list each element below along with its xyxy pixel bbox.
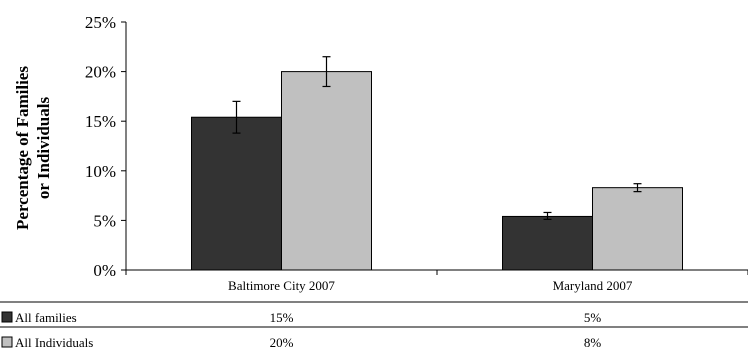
table-value: 20% <box>270 335 294 350</box>
y-tick-label: 20% <box>85 63 116 82</box>
y-tick-label: 10% <box>85 162 116 181</box>
table-value: 5% <box>584 310 602 325</box>
legend-label: All families <box>15 310 77 325</box>
category-label: Maryland 2007 <box>553 278 633 293</box>
y-tick-label: 5% <box>93 211 116 230</box>
table-value: 8% <box>584 335 602 350</box>
y-tick-label: 25% <box>85 13 116 32</box>
legend-label: All Individuals <box>15 335 93 350</box>
bar <box>502 215 593 271</box>
category-labels: Baltimore City 2007 Maryland 2007 <box>228 278 633 293</box>
y-axis-label: Percentage of Families or Individuals <box>13 66 53 230</box>
bar <box>191 116 282 271</box>
bar <box>592 187 683 271</box>
data-table: All families 15% 5% All Individuals 20% 8% <box>0 301 748 350</box>
axes <box>125 22 748 275</box>
y-axis-label-line: Percentage of Families <box>13 66 32 230</box>
y-axis-ticks: 0% 5% 10% 15% 20% 25% <box>85 13 126 280</box>
y-tick-label: 15% <box>85 112 116 131</box>
category-label: Baltimore City 2007 <box>228 278 335 293</box>
bar <box>281 71 372 271</box>
y-axis-label-line: or Individuals <box>34 97 53 200</box>
bars <box>191 56 683 271</box>
y-tick-label: 0% <box>93 261 116 280</box>
legend-swatch <box>1 336 13 348</box>
legend-swatch <box>1 311 13 323</box>
table-value: 15% <box>270 310 294 325</box>
